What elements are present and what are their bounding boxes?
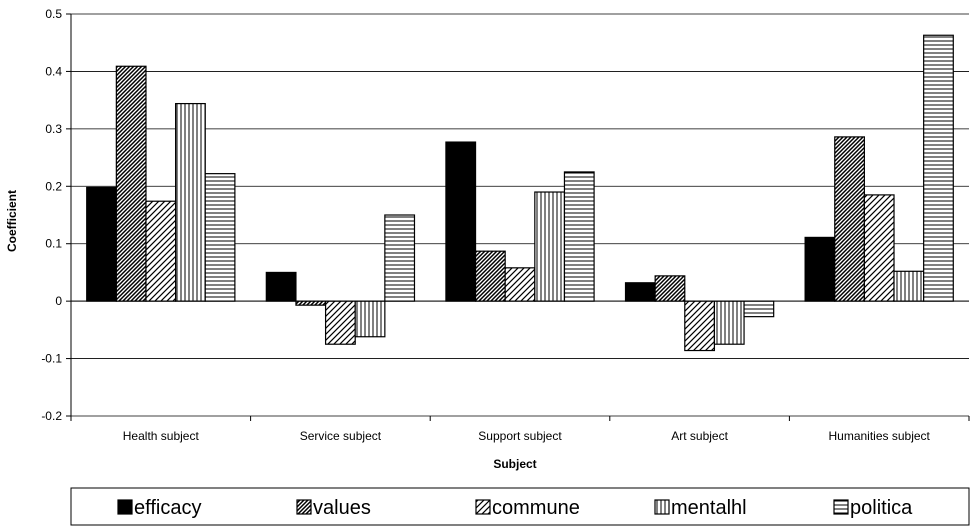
y-tick-label: 0.2	[45, 179, 62, 193]
bar-commune	[145, 200, 177, 302]
x-tick-label: Health subject	[123, 429, 200, 443]
bar-efficacy	[265, 271, 297, 302]
bar-efficacy	[86, 186, 117, 302]
bar-mentalhl	[893, 270, 925, 302]
y-tick-label: -0.1	[41, 352, 62, 366]
bar-efficacy	[804, 236, 836, 302]
bar-efficacy	[624, 282, 656, 302]
y-tick-label: 0.1	[45, 237, 62, 251]
bar-politica	[384, 214, 416, 302]
legend-items: efficacy values commune mentalhl politica	[117, 497, 913, 519]
bar-values	[654, 275, 686, 302]
bar-politica	[204, 173, 236, 302]
x-tick-label: Art subject	[671, 429, 728, 443]
bar-politica	[563, 171, 595, 302]
bars	[86, 34, 954, 352]
legend-label-politica: politica	[850, 497, 913, 519]
bar-commune	[863, 194, 895, 302]
y-tick-label: -0.2	[41, 409, 62, 423]
legend-swatch-efficacy	[117, 499, 133, 515]
bar-values	[295, 300, 327, 306]
bar-values	[474, 250, 506, 302]
bar-commune	[684, 300, 716, 352]
x-axis-ticks: Health subject Service subject Support sub…	[70, 416, 970, 443]
legend-label-values: values	[313, 497, 371, 519]
y-tick-label: 0	[55, 294, 62, 308]
y-tick-label: 0.3	[45, 122, 62, 136]
bar-commune	[504, 267, 536, 302]
bar-values	[115, 65, 147, 302]
legend-swatch-mentalhl	[654, 499, 670, 515]
y-axis-title: Coefficient	[5, 190, 19, 252]
legend-label-efficacy: efficacy	[134, 497, 201, 519]
bar-values	[834, 136, 865, 302]
bar-mentalhl	[713, 300, 745, 345]
bar-mentalhl	[534, 191, 566, 302]
legend-swatch-commune	[475, 499, 491, 515]
x-tick-label: Service subject	[300, 429, 382, 443]
bar-mentalhl	[354, 300, 386, 338]
bar-mentalhl	[175, 102, 206, 302]
x-axis-title: Subject	[493, 457, 536, 471]
legend-swatch-politica	[833, 499, 849, 515]
legend-label-mentalhl: mentalhl	[671, 497, 747, 519]
legend-swatch-values	[296, 499, 312, 515]
bar-efficacy	[445, 141, 477, 302]
y-axis-ticks: -0.2 -0.1 0 0.1 0.2 0.3 0.4 0.5	[41, 7, 71, 423]
bar-politica	[923, 34, 954, 302]
x-tick-label: Humanities subject	[829, 429, 931, 443]
x-tick-label: Support subject	[478, 429, 562, 443]
legend	[70, 487, 970, 526]
bar-commune	[324, 300, 356, 345]
y-tick-label: 0.5	[45, 7, 62, 21]
y-tick-label: 0.4	[45, 64, 62, 78]
legend-label-commune: commune	[492, 497, 580, 519]
bar-politica	[743, 300, 775, 318]
